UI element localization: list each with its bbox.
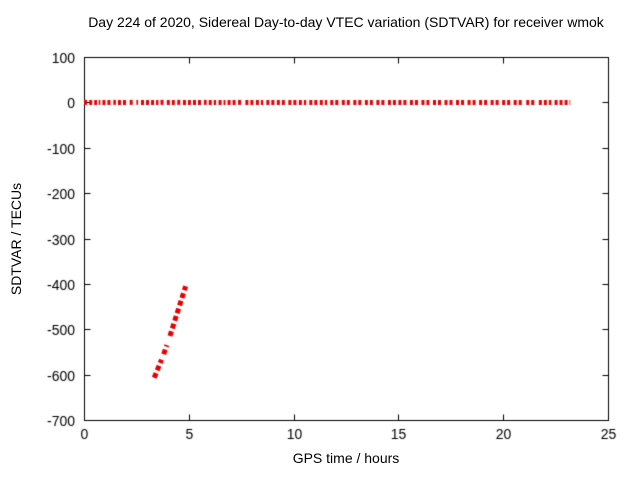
x-axis-label: GPS time / hours — [292, 450, 400, 466]
y-axis-label: SDTVAR / TECUs — [8, 182, 24, 295]
y-axis-label-wrap: SDTVAR / TECUs — [0, 57, 32, 420]
chart-title: Day 224 of 2020, Sidereal Day-to-day VTE… — [88, 14, 604, 30]
